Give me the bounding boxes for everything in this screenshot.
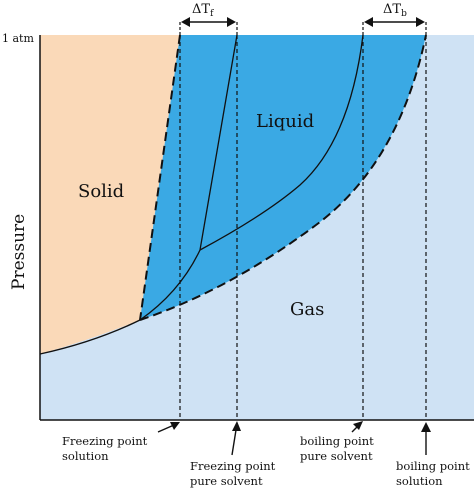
gas-label: Gas <box>290 299 324 320</box>
delta-tf-arrow <box>181 17 236 27</box>
delta-tb-label: ΔTb <box>383 2 407 19</box>
solution-melting-curve <box>139 34 181 321</box>
y-axis-label: Pressure <box>9 214 29 290</box>
boiling-pure-label: boiling point pure solvent <box>300 434 377 463</box>
solid-label: Solid <box>78 181 124 202</box>
freezing-pure-pointer <box>231 421 241 456</box>
delta-tb-arrow <box>364 17 425 27</box>
solution-vaporization-curve <box>139 34 427 321</box>
sublimation-curve <box>39 319 141 355</box>
boiling-solution-label: boiling point solution <box>396 459 473 488</box>
delta-tf-label: ΔTf <box>192 2 214 19</box>
pure-solvent-sublimation-curve <box>139 249 201 321</box>
pressure-tick-label: 1 atm <box>2 32 34 45</box>
boiling-solution-pointer <box>421 422 431 455</box>
freezing-solution-pointer <box>157 422 180 433</box>
freezing-solution-label: Freezing point solution <box>62 434 151 463</box>
pure-solvent-melting-curve <box>199 34 238 251</box>
boiling-pure-pointer <box>351 421 363 433</box>
liquid-label: Liquid <box>256 111 314 132</box>
pure-solvent-vaporization-curve <box>199 34 364 251</box>
solid-region <box>40 35 180 354</box>
freezing-pure-label: Freezing point pure solvent <box>190 459 279 488</box>
liquid-region <box>140 35 426 320</box>
